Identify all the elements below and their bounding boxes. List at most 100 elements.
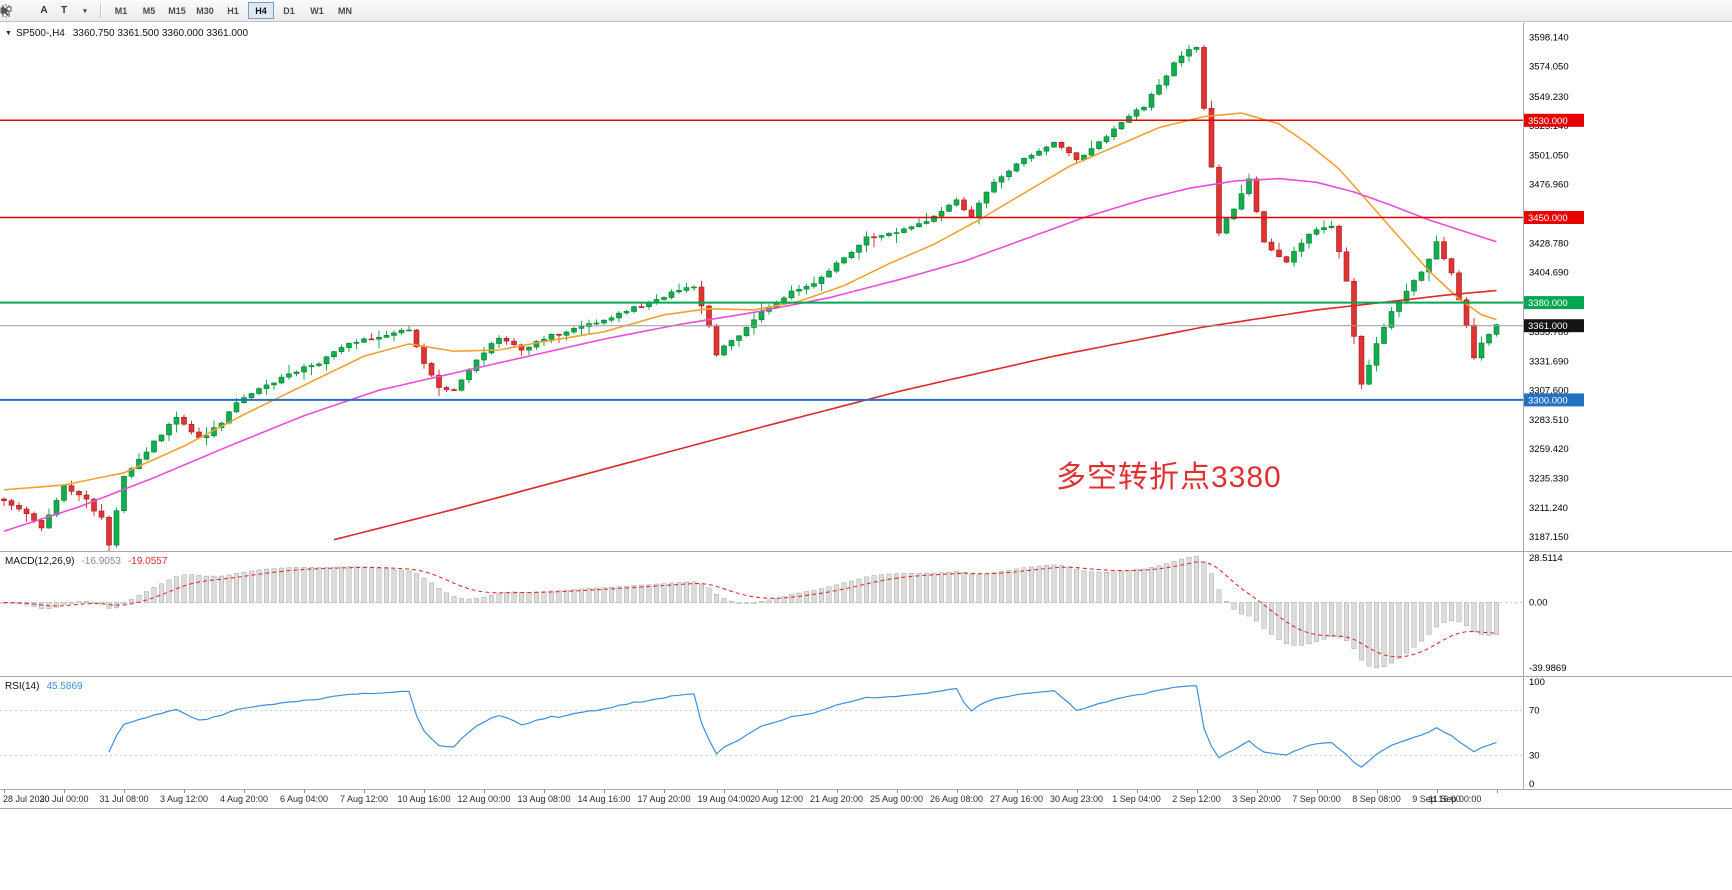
time-axis-tick	[1016, 790, 1018, 793]
text-tool-button[interactable]: A	[34, 2, 54, 20]
time-axis-label: 26 Aug 08:00	[929, 794, 984, 804]
price-axis-label: 3598.140	[1529, 32, 1569, 43]
macd-signal-line	[3, 561, 1497, 658]
chart-menu-caret-icon[interactable]: ▼	[5, 30, 12, 37]
timeframe-button-M5[interactable]: M5	[136, 2, 162, 19]
time-axis-tick	[1256, 790, 1258, 793]
macd-indicator-canvas[interactable]: 28.5114 0.00 -39.9869	[0, 552, 1732, 676]
svg-text:3361.000: 3361.000	[1528, 321, 1568, 332]
pane-divider-macd-rsi[interactable]	[0, 676, 1732, 677]
time-axis-label: 7 Aug 12:00	[339, 794, 389, 804]
price-axis-label: 3283.510	[1529, 415, 1569, 426]
dropdown-caret-icon: ▾	[83, 7, 87, 15]
time-axis[interactable]: 28 Jul 2020 30 Jul 00:00 31 Jul 08:00 3 Aug…	[0, 790, 1732, 808]
chart-annotation-text[interactable]: 多空转折点3380	[1056, 461, 1282, 494]
price-axis-label: 3476.960	[1529, 180, 1569, 191]
price-axis-label: 3307.600	[1529, 386, 1569, 397]
time-axis-tick	[664, 790, 665, 793]
time-axis-tick	[1376, 790, 1378, 793]
time-axis-label: 12 Aug 00:00	[457, 794, 511, 804]
ma-line-slow-red	[333, 289, 1497, 541]
time-axis-tick	[4, 790, 5, 793]
timeframe-button-M1[interactable]: M1	[108, 2, 134, 19]
time-axis-label: 2 Sep 12:00	[1172, 794, 1221, 804]
macd-axis-label: -39.9869	[1529, 663, 1567, 674]
price-axis-label: 3428.780	[1529, 238, 1569, 249]
macd-indicator-name: MACD(12,26,9)	[5, 556, 75, 567]
rsi-indicator-canvas[interactable]: 100 70 30 0	[0, 677, 1732, 789]
rsi-header: RSI(14) 45.5869	[5, 681, 83, 692]
price-axis-separator[interactable]	[1523, 23, 1524, 808]
price-axis-label: 3549.230	[1529, 92, 1569, 103]
time-axis-label: 4 Aug 20:00	[219, 794, 269, 804]
price-axis-label: 3259.420	[1529, 444, 1569, 455]
time-axis-tick	[244, 790, 245, 793]
timeframe-button-D1[interactable]: D1	[276, 2, 302, 19]
time-axis-tick	[1316, 790, 1318, 793]
symbol-period-label: SP500-,H4	[15, 28, 65, 39]
time-axis-tick	[1436, 790, 1438, 793]
svg-text:3530.000: 3530.000	[1528, 116, 1568, 127]
chart-window-bottom-border	[0, 808, 1732, 809]
timeframe-button-MN[interactable]: MN	[332, 2, 358, 19]
toolbar-separator	[100, 3, 101, 18]
label-tool-button[interactable]: T	[54, 2, 74, 20]
rsi-axis-label: 70	[1529, 706, 1540, 717]
time-axis-label: 21 Aug 20:00	[809, 794, 864, 804]
timeframe-button-M15[interactable]: M15	[164, 2, 190, 19]
time-axis-tick	[184, 790, 185, 793]
time-axis-label: 10 Aug 16:00	[397, 794, 451, 804]
objects-dropdown-button[interactable]: ▾	[2, 2, 94, 20]
time-axis-label: 13 Aug 08:00	[517, 794, 571, 804]
svg-text:3450.000: 3450.000	[1528, 213, 1568, 224]
price-tag-3450.000: 3450.000	[1524, 211, 1584, 224]
macd-axis-label: 28.5114	[1529, 553, 1563, 564]
time-axis-label: 6 Aug 04:00	[279, 794, 329, 804]
chart-ohlc-header: ▼ SP500-,H4 3360.750 3361.500 3360.000 336…	[5, 28, 248, 39]
time-axis-tick	[604, 790, 605, 793]
time-axis-label: 14 Aug 16:00	[577, 794, 631, 804]
price-tag-3380.000: 3380.000	[1524, 296, 1584, 310]
pane-divider-main-macd[interactable]	[0, 551, 1732, 552]
macd-header: MACD(12,26,9) -16.9053 -19.0557	[5, 556, 167, 567]
svg-text:3300.000: 3300.000	[1528, 395, 1568, 406]
timeframe-button-W1[interactable]: W1	[304, 2, 330, 19]
time-axis-label: 11 Sep 00:00	[1428, 794, 1482, 804]
time-axis-label: 8 Sep 08:00	[1352, 794, 1401, 804]
time-axis-tick	[1136, 790, 1138, 793]
time-axis-tick	[1496, 790, 1498, 793]
price-axis-label: 3574.050	[1529, 62, 1569, 73]
price-axis-label: 3404.690	[1529, 268, 1569, 279]
time-axis-label: 19 Aug 04:00	[697, 794, 751, 804]
timeframe-button-H4[interactable]: H4	[248, 2, 274, 19]
price-axis-label: 3355.780	[1529, 327, 1569, 338]
price-axis-label: 3331.690	[1529, 356, 1569, 367]
rsi-axis-label: 100	[1529, 677, 1545, 688]
rsi-line	[108, 685, 1497, 768]
cursor-arrow-icon	[2, 5, 10, 16]
rsi-axis-label: 30	[1529, 750, 1540, 761]
time-axis-tick	[424, 790, 425, 793]
macd-histogram	[1, 555, 1499, 669]
svg-text:3380.000: 3380.000	[1528, 298, 1568, 309]
ohlc-values: 3360.750 3361.500 3360.000 3361.000	[72, 28, 249, 39]
time-axis-tick	[896, 790, 898, 793]
time-axis-tick	[304, 790, 305, 793]
timeframe-button-H1[interactable]: H1	[220, 2, 246, 19]
ma-line-fast-orange	[3, 112, 1497, 491]
time-axis-label: 30 Jul 00:00	[39, 794, 89, 804]
rsi-indicator-name: RSI(14)	[5, 681, 40, 692]
rsi-axis-label: 0	[1529, 779, 1534, 789]
top-toolbar: A T ▾ M1 M5 M15 M30 H1 H4 D1 W1 MN	[0, 0, 1732, 22]
price-axis-label: 3187.150	[1529, 532, 1569, 543]
time-axis-tick	[1196, 790, 1198, 793]
timeframe-button-M30[interactable]: M30	[192, 2, 218, 19]
chart-type-button[interactable]	[0, 2, 34, 20]
price-tag-3361.000: 3361.000	[1524, 319, 1584, 333]
time-axis-label: 9 Sep 16:00	[1412, 794, 1461, 804]
time-axis-tick	[64, 790, 65, 793]
price-axis-label: 3211.240	[1529, 503, 1568, 514]
main-chart-canvas[interactable]: 3598.1403574.0503549.2303525.1403501.050…	[0, 23, 1732, 551]
time-axis-label: 7 Sep 00:00	[1292, 794, 1341, 804]
time-axis-label: 3 Aug 12:00	[159, 794, 209, 804]
